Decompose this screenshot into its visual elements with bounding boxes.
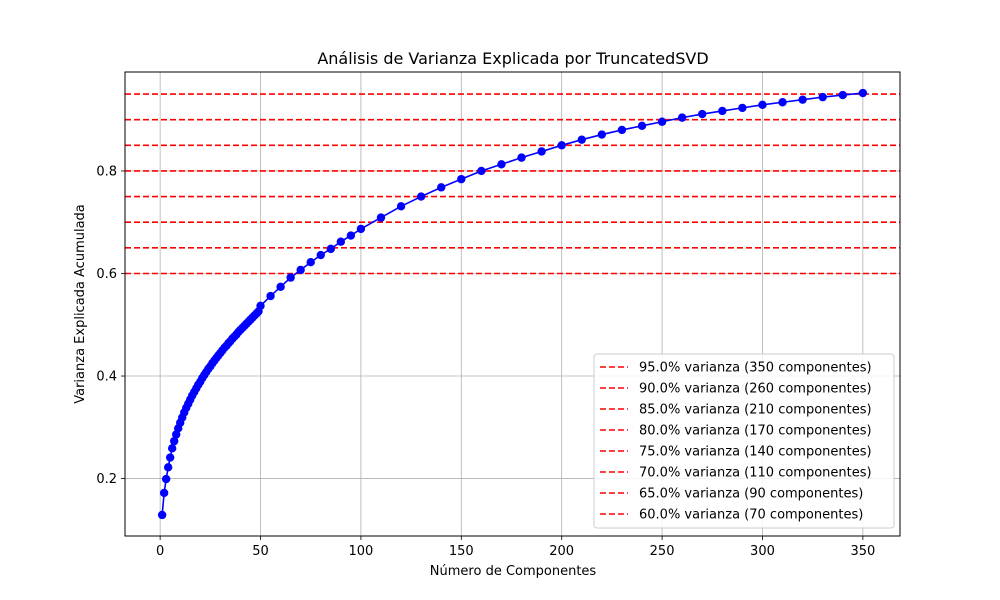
legend-label: 85.0% varianza (210 componentes) <box>639 403 872 418</box>
x-tick-label: 200 <box>549 544 574 559</box>
plot-frame <box>124 71 901 537</box>
data-point <box>838 90 847 100</box>
legend-label: 70.0% varianza (110 componentes) <box>639 466 872 481</box>
x-axis-title: Número de Componentes <box>430 564 597 579</box>
data-point <box>738 103 747 113</box>
y-tick-label: 0.8 <box>96 164 117 179</box>
data-point <box>537 147 546 156</box>
data-point <box>159 488 169 498</box>
data-point <box>778 98 787 107</box>
legend-label: 60.0% varianza (70 componentes) <box>639 508 863 523</box>
data-point <box>798 95 807 104</box>
data-point <box>457 174 466 184</box>
series-layer <box>157 88 868 520</box>
data-point <box>169 436 179 446</box>
data-point <box>617 125 627 135</box>
x-tick-label: 350 <box>850 544 875 559</box>
y-axis-title: Varianza Explicada Acumulada <box>73 204 88 404</box>
y-tick-label: 0.2 <box>96 472 117 487</box>
legend-label: 65.0% varianza (90 componentes) <box>639 487 863 502</box>
x-tick-label: 250 <box>650 544 675 559</box>
data-point <box>437 183 446 192</box>
data-point <box>718 106 727 116</box>
y-tick-label: 0.4 <box>96 370 117 385</box>
data-point <box>296 265 305 275</box>
chart-title: Análisis de Varianza Explicada por Trunc… <box>317 49 708 68</box>
data-point <box>557 141 566 150</box>
data-point <box>163 463 173 472</box>
data-point <box>286 273 295 282</box>
data-point <box>326 244 335 254</box>
data-point <box>316 250 325 260</box>
data-point <box>157 510 167 520</box>
data-point <box>161 474 171 484</box>
data-point <box>336 237 346 246</box>
data-point <box>356 224 366 234</box>
data-point <box>637 121 647 131</box>
data-point <box>577 135 586 144</box>
threshold-layer <box>125 93 900 275</box>
data-point <box>306 258 315 267</box>
x-tick-label: 300 <box>750 544 775 559</box>
x-tick-label: 50 <box>252 544 269 559</box>
data-point <box>396 202 406 211</box>
data-point <box>597 130 607 139</box>
data-point <box>517 153 526 162</box>
data-point <box>167 444 177 453</box>
legend-label: 75.0% varianza (140 componentes) <box>639 445 872 460</box>
data-point <box>758 100 767 110</box>
data-point <box>256 301 265 310</box>
data-point <box>477 166 486 176</box>
legend-label: 80.0% varianza (170 componentes) <box>639 424 872 439</box>
legend: 95.0% varianza (350 componentes) 90.0% va… <box>593 353 895 529</box>
legend-label: 90.0% varianza (260 componentes) <box>639 382 872 397</box>
data-point <box>276 282 285 292</box>
data-point <box>677 113 687 122</box>
legend-label: 95.0% varianza (350 componentes) <box>639 361 872 376</box>
axis-layer: 0 50 100 150 200 250 300 350 0.2 0.4 0.6 0.8 <box>96 164 875 559</box>
data-point <box>818 92 827 102</box>
x-tick-label: 0 <box>156 544 164 559</box>
legend-box <box>593 353 895 529</box>
data-point <box>346 231 356 240</box>
data-point <box>698 109 707 119</box>
data-point <box>657 117 667 126</box>
data-point <box>858 88 868 98</box>
data-point <box>165 453 175 462</box>
data-point <box>266 291 275 301</box>
x-tick-label: 100 <box>348 544 373 559</box>
data-point <box>376 213 386 222</box>
x-tick-label: 150 <box>449 544 474 559</box>
y-tick-label: 0.6 <box>96 267 117 282</box>
data-point <box>497 160 506 169</box>
data-point <box>416 192 426 201</box>
